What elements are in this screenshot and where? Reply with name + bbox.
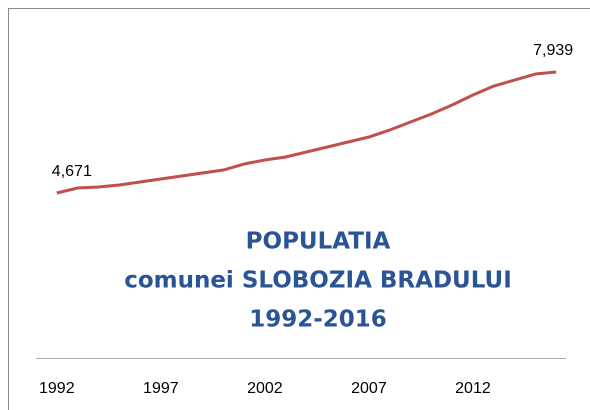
data-line — [56, 70, 557, 195]
x-tick-label: 2007 — [351, 380, 387, 397]
title-line: comunei SLOBOZIA BRADULUI — [124, 268, 512, 294]
x-tick-label: 2002 — [247, 380, 283, 397]
title-line: 1992-2016 — [249, 307, 387, 333]
title-line: POPULATIA — [246, 229, 391, 255]
x-tick-label: 2012 — [455, 380, 491, 397]
x-tick-label: 1997 — [143, 380, 179, 397]
data-label: 4,671 — [52, 163, 92, 180]
chart-frame — [8, 8, 590, 410]
data-label: 7,939 — [533, 42, 573, 59]
x-tick-label: 1992 — [39, 380, 75, 397]
